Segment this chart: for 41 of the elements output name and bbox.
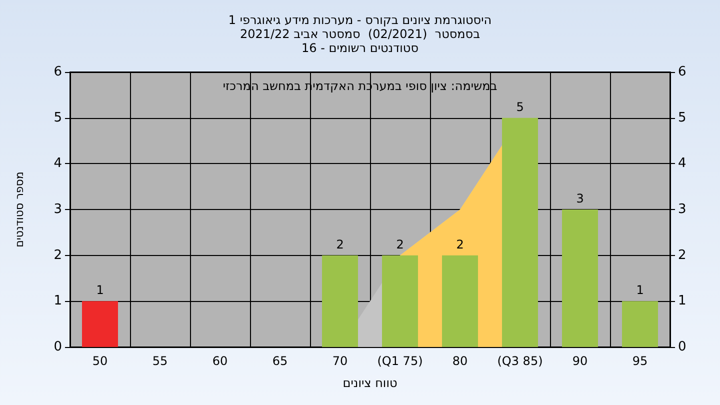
data-label: 5 (516, 100, 524, 114)
data-label: 1 (636, 283, 644, 298)
x-tick-label: 95 (632, 354, 648, 368)
data-label: 2 (336, 237, 344, 252)
bar (382, 255, 418, 347)
bar (562, 210, 598, 347)
x-tick-label: 60 (212, 354, 228, 368)
chart-subtitle: בסמסטר (02/2021) סמסטר אביב 2021/22 סטודנטים רשומים - 16 (240, 27, 480, 55)
chart-title: היסטוגרמת ציונים בקורס - מערכות מידע גיאוגרפי 1 (228, 13, 492, 27)
y-axis-title: מספר סטודנטים (13, 172, 26, 248)
x-tick-label: 50 (92, 354, 108, 368)
x-tick-label: 80 (452, 354, 468, 368)
y-tick-label: 5 (54, 110, 62, 126)
x-tick-label: 70 (332, 354, 348, 368)
data-label: 1 (96, 283, 104, 298)
y-tick-label: 2 (54, 248, 62, 263)
data-label: 2 (456, 237, 464, 252)
data-label: 2 (396, 237, 404, 252)
bar (622, 301, 658, 347)
y-tick-label: 6 (54, 64, 62, 80)
y-tick-label: 1 (54, 294, 62, 309)
x-axis-title: טווח ציונים (342, 376, 398, 390)
y2-tick-label: 3 (678, 202, 686, 217)
x-tick-label: (Q1 75) (377, 354, 423, 368)
y2-tick-label: 6 (678, 64, 686, 80)
y-tick-label: 4 (54, 156, 62, 172)
x-tick-label: (Q3 85) (497, 354, 543, 368)
bar (322, 255, 358, 347)
y2-tick-label: 2 (678, 248, 686, 263)
bar (82, 301, 118, 347)
x-tick-label: 90 (572, 354, 588, 368)
y2-tick-label: 0 (678, 340, 686, 354)
y-tick-label: 3 (54, 202, 62, 217)
x-tick-label: 65 (272, 354, 288, 368)
x-tick-label: 55 (152, 354, 168, 368)
y2-tick-label: 5 (678, 110, 686, 126)
y2-tick-label: 1 (678, 294, 686, 309)
y2-tick-label: 4 (678, 156, 686, 172)
bar (442, 255, 478, 347)
y-tick-label: 0 (54, 340, 62, 354)
data-label: 3 (576, 192, 584, 206)
